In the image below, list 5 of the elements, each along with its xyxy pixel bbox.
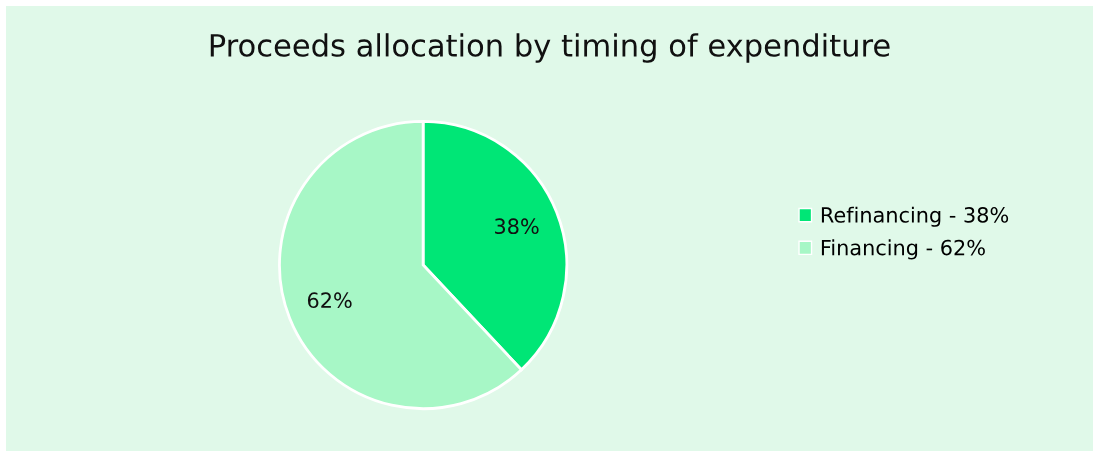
chart-title: Proceeds allocation by timing of expenditure [210,33,890,63]
data-label: 62% [307,292,352,309]
legend-label: Refinancing - 38% [821,206,1009,227]
data-label: 38% [495,218,539,235]
legend-label: Financing - 62% [821,239,985,260]
